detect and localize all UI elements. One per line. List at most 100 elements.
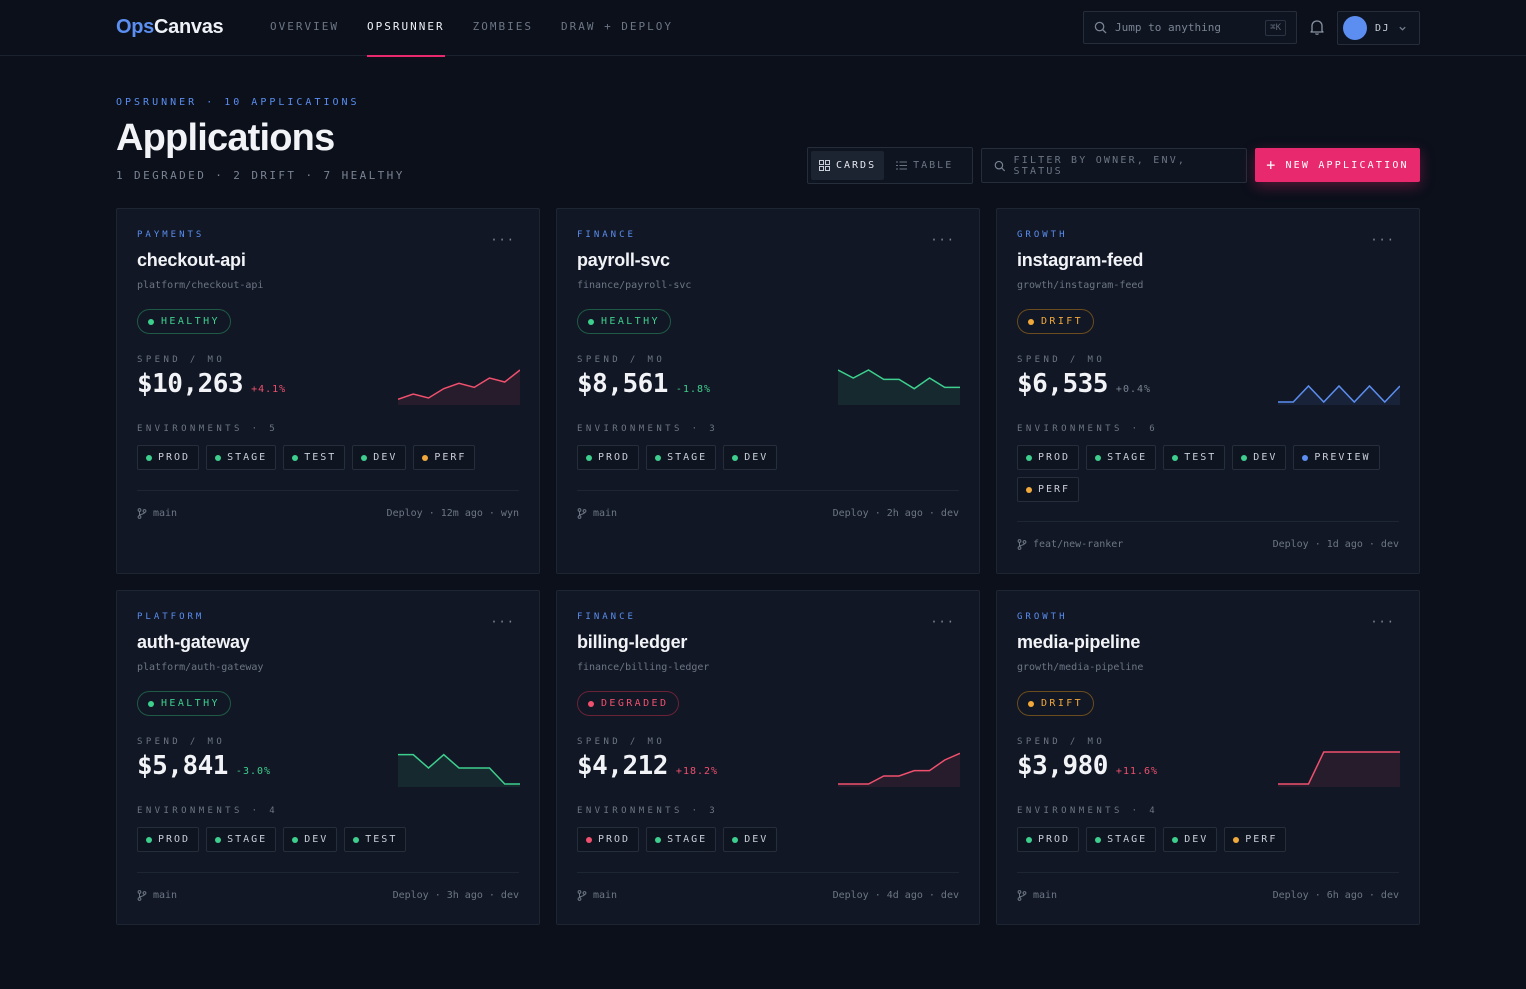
table-view-button[interactable]: TABLE xyxy=(888,151,961,180)
env-chip-perf[interactable]: PERF xyxy=(413,445,476,470)
environments-label-text: ENVIRONMENTS xyxy=(137,424,243,434)
sparkline-area xyxy=(1278,752,1400,787)
env-chip-prod[interactable]: PROD xyxy=(577,827,640,852)
env-chip-prod[interactable]: PROD xyxy=(577,445,640,470)
env-chip-stage[interactable]: STAGE xyxy=(206,827,277,852)
more-options-icon[interactable]: ··· xyxy=(1370,233,1395,247)
main-nav: OVERVIEW OPSRUNNER ZOMBIES DRAW + DEPLOY xyxy=(270,0,674,57)
sparkline-area xyxy=(838,753,960,787)
card-footer: main Deploy · 2h ago · dev xyxy=(577,508,959,519)
git-branch-icon xyxy=(577,508,587,519)
global-search-input[interactable]: Jump to anything ⌘K xyxy=(1083,11,1297,44)
more-options-icon[interactable]: ··· xyxy=(490,615,515,629)
env-status-dot-icon xyxy=(732,454,739,461)
env-status-dot-icon xyxy=(655,454,662,461)
env-chip-dev[interactable]: DEV xyxy=(1232,445,1287,470)
env-chip-stage[interactable]: STAGE xyxy=(1086,445,1157,470)
app-name[interactable]: billing-ledger xyxy=(577,632,688,652)
more-options-icon[interactable]: ··· xyxy=(930,615,955,629)
app-name[interactable]: auth-gateway xyxy=(137,632,250,652)
env-chip-stage[interactable]: STAGE xyxy=(1086,827,1157,852)
app-card[interactable]: GROWTH ··· instagram-feed growth/instagram-… xyxy=(996,208,1420,574)
status-dot-icon xyxy=(588,700,594,707)
env-chip-test[interactable]: TEST xyxy=(1163,445,1226,470)
env-chip-dev[interactable]: DEV xyxy=(723,827,778,852)
team-label: FINANCE xyxy=(577,612,636,622)
card-divider xyxy=(1017,872,1399,873)
user-menu[interactable]: DJ xyxy=(1337,11,1420,45)
env-chip-dev[interactable]: DEV xyxy=(352,445,407,470)
branch-name: main xyxy=(153,890,178,901)
spend-value: $5,841 xyxy=(137,751,228,781)
brand-logo[interactable]: OpsCanvas xyxy=(116,16,224,39)
card-divider xyxy=(137,490,519,491)
spend-sparkline xyxy=(1278,751,1400,787)
app-card[interactable]: PLATFORM ··· auth-gateway platform/auth-gat… xyxy=(116,590,540,925)
env-name: PROD xyxy=(158,452,191,463)
app-card[interactable]: PAYMENTS ··· checkout-api platform/checkout… xyxy=(116,208,540,574)
app-card[interactable]: GROWTH ··· media-pipeline growth/media-pipe… xyxy=(996,590,1420,925)
env-name: DEV xyxy=(373,452,398,463)
branch-name: feat/new-ranker xyxy=(1033,539,1124,550)
env-chip-stage[interactable]: STAGE xyxy=(646,445,717,470)
env-status-dot-icon xyxy=(1095,836,1102,843)
app-card[interactable]: FINANCE ··· billing-ledger finance/billing-… xyxy=(556,590,980,925)
spend-change: +0.4% xyxy=(1115,384,1152,395)
app-card[interactable]: FINANCE ··· payroll-svc finance/payroll-svc… xyxy=(556,208,980,574)
spend-value: $10,263 xyxy=(137,369,244,399)
environments-label: ENVIRONMENTS · 4 xyxy=(137,806,278,816)
env-chip-perf[interactable]: PERF xyxy=(1224,827,1287,852)
env-chip-test[interactable]: TEST xyxy=(283,445,346,470)
env-name: DEV xyxy=(304,834,329,845)
env-chip-test[interactable]: TEST xyxy=(344,827,407,852)
env-status-dot-icon xyxy=(655,836,662,843)
env-chip-perf[interactable]: PERF xyxy=(1017,477,1080,502)
env-status-dot-icon xyxy=(292,836,299,843)
sparkline-line xyxy=(1278,751,1400,785)
status-badge: DEGRADED xyxy=(577,691,680,716)
app-name[interactable]: payroll-svc xyxy=(577,250,670,270)
nav-zombies[interactable]: ZOMBIES xyxy=(472,20,533,33)
environments-label-text: ENVIRONMENTS xyxy=(1017,424,1123,434)
deploy-info: Deploy · 12m ago · wyn xyxy=(386,508,519,519)
environments-count: 4 xyxy=(269,806,279,816)
nav-draw-deploy[interactable]: DRAW + DEPLOY xyxy=(560,20,674,33)
new-application-button[interactable]: + NEW APPLICATION xyxy=(1255,148,1420,182)
env-chip-stage[interactable]: STAGE xyxy=(206,445,277,470)
env-chip-prod[interactable]: PROD xyxy=(1017,827,1080,852)
spend-value-group: $3,980 +11.6% xyxy=(1017,751,1158,781)
env-name: STAGE xyxy=(227,834,268,845)
environments-separator: · xyxy=(682,806,710,816)
filter-input[interactable]: FILTER BY OWNER, ENV, STATUS xyxy=(981,148,1247,183)
env-chip-dev[interactable]: DEV xyxy=(723,445,778,470)
env-chip-dev[interactable]: DEV xyxy=(1163,827,1218,852)
app-name[interactable]: instagram-feed xyxy=(1017,250,1144,270)
env-status-dot-icon xyxy=(146,836,152,843)
env-chip-prod[interactable]: PROD xyxy=(1017,445,1080,470)
spend-value: $3,980 xyxy=(1017,751,1108,781)
sparkline-area xyxy=(1278,386,1400,405)
app-name[interactable]: checkout-api xyxy=(137,250,246,270)
env-status-dot-icon xyxy=(215,454,222,461)
env-chip-prod[interactable]: PROD xyxy=(137,827,200,852)
environments-separator: · xyxy=(1122,424,1150,434)
bell-icon[interactable] xyxy=(1308,18,1326,36)
env-chip-prod[interactable]: PROD xyxy=(137,445,200,470)
env-chip-dev[interactable]: DEV xyxy=(283,827,338,852)
env-chip-preview[interactable]: PREVIEW xyxy=(1293,445,1380,470)
env-chip-stage[interactable]: STAGE xyxy=(646,827,717,852)
cards-view-button[interactable]: CARDS xyxy=(811,151,885,180)
more-options-icon[interactable]: ··· xyxy=(490,233,515,247)
nav-overview[interactable]: OVERVIEW xyxy=(270,20,339,33)
branch-info: feat/new-ranker xyxy=(1017,539,1123,550)
deploy-info: Deploy · 6h ago · dev xyxy=(1272,890,1399,901)
environments-label-text: ENVIRONMENTS xyxy=(577,806,683,816)
nav-opsrunner[interactable]: OPSRUNNER xyxy=(366,0,445,57)
chevron-down-icon xyxy=(1399,26,1406,31)
shortcut-hint: ⌘K xyxy=(1265,19,1286,36)
more-options-icon[interactable]: ··· xyxy=(930,233,955,247)
app-name[interactable]: media-pipeline xyxy=(1017,632,1141,652)
env-name: PROD xyxy=(1038,834,1071,845)
env-name: DEV xyxy=(1253,452,1278,463)
more-options-icon[interactable]: ··· xyxy=(1370,615,1395,629)
